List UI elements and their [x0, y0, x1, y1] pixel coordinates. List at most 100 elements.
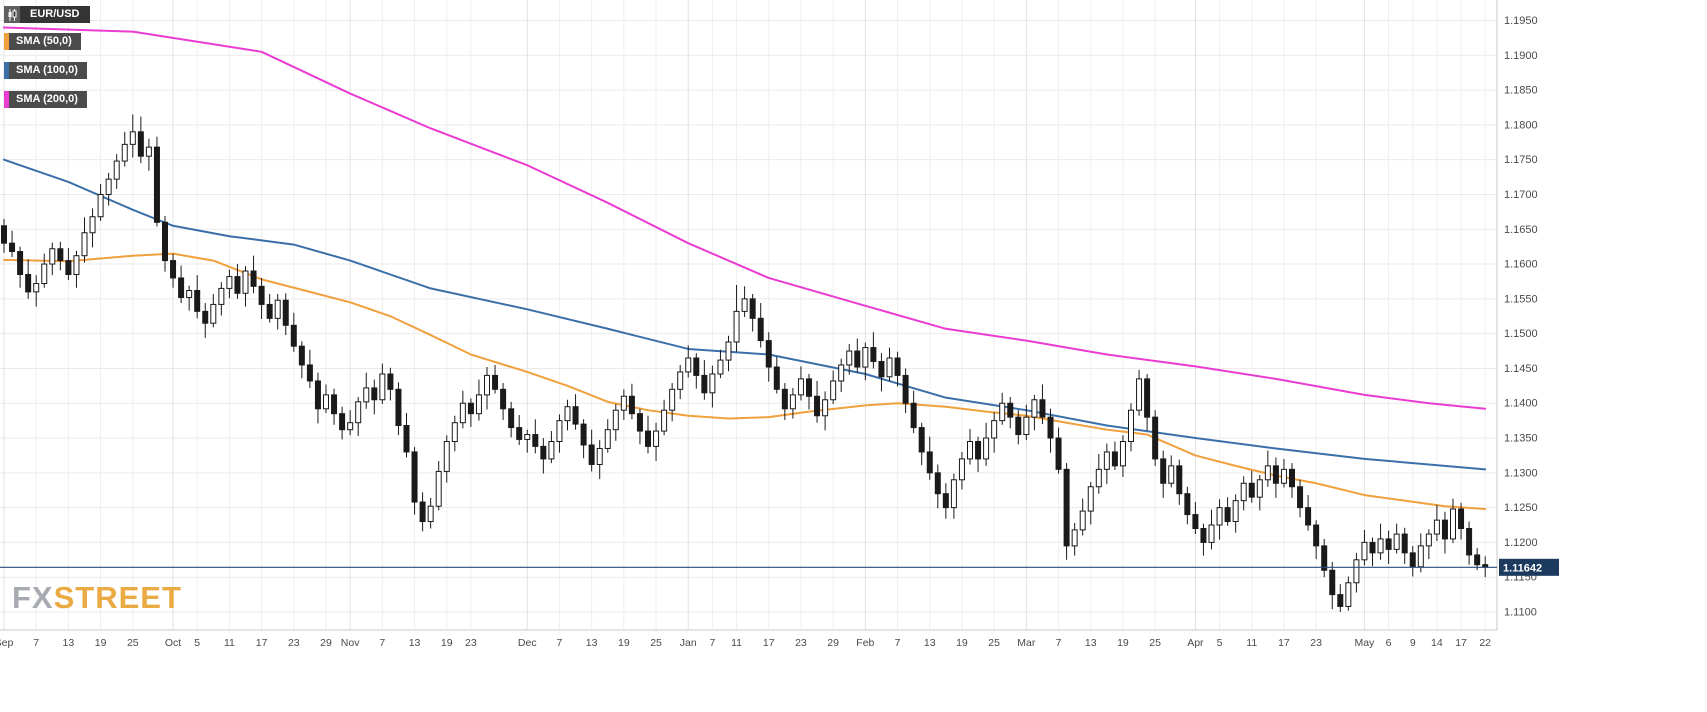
legend-symbol-badge[interactable]: EUR/USD [4, 6, 90, 23]
legend-sma200-badge[interactable]: SMA (200,0) [4, 90, 87, 108]
candle-body [967, 441, 973, 460]
candle-body [1240, 482, 1247, 502]
candle-body [564, 406, 571, 422]
candle-body [636, 413, 643, 432]
candle-body [822, 399, 829, 417]
candle-body [65, 260, 72, 275]
time-axis-label: 19 [956, 637, 968, 649]
price-axis-label: 1.1500 [1504, 328, 1538, 340]
time-axis-label: 23 [795, 637, 807, 649]
candle-body [411, 451, 418, 503]
candle-body [1176, 465, 1183, 495]
candle-body [797, 378, 804, 396]
fxstreet-watermark: FXSTREET [12, 580, 182, 616]
candle-body [910, 402, 917, 429]
candle-body [1208, 524, 1215, 543]
candle-body [234, 276, 241, 294]
candle-body [1264, 465, 1271, 481]
candle-body [950, 479, 957, 509]
candle-body [741, 298, 748, 312]
candle-body [693, 357, 700, 376]
candle-body [1450, 508, 1456, 540]
candle-body [314, 380, 321, 410]
time-axis-label: 19 [618, 637, 630, 649]
candle-body [1047, 416, 1054, 439]
candle-body [918, 427, 925, 453]
candle-body [1248, 482, 1255, 498]
candle-body [733, 310, 740, 343]
time-axis-label: Oct [165, 637, 181, 649]
candle-body [274, 299, 281, 319]
time-axis-label: 7 [1056, 637, 1062, 649]
last-price-label: 1.11642 [1503, 562, 1542, 574]
candle-body [934, 472, 941, 495]
candle-body [1200, 527, 1207, 543]
candle-body [451, 422, 458, 443]
time-axis-label: 23 [288, 637, 300, 649]
sma-line [3, 26, 1487, 410]
candle-body [709, 373, 716, 394]
time-axis-label: Jan [680, 637, 697, 649]
candle-body [17, 251, 24, 275]
price-axis-label: 1.1950 [1504, 15, 1538, 27]
time-axis-label: 5 [194, 637, 200, 649]
candle-body [1031, 399, 1038, 418]
candle-body [894, 357, 901, 376]
candle-body [1305, 507, 1312, 526]
price-axis-label: 1.1250 [1504, 502, 1538, 514]
candle-body [347, 422, 354, 431]
time-axis-label: 17 [1455, 637, 1467, 649]
candle-body [1103, 451, 1110, 470]
price-axis-label: 1.1450 [1504, 363, 1538, 375]
candle-body [194, 290, 201, 312]
legend-sma100-badge[interactable]: SMA (100,0) [4, 61, 87, 79]
candle-body [1417, 545, 1424, 568]
candle-body [1474, 554, 1481, 566]
candle-body [645, 430, 651, 447]
candle-body [1361, 541, 1368, 561]
candle-body [1079, 510, 1086, 531]
candle-body [1216, 507, 1223, 526]
time-axis-label: 25 [1149, 637, 1161, 649]
candle-body [942, 493, 949, 509]
candle-body [765, 340, 772, 368]
candle-body [902, 374, 909, 404]
candle-body [958, 458, 965, 481]
candle-body [1232, 500, 1239, 523]
candle-body [532, 434, 539, 447]
candle-body [878, 360, 885, 378]
candle-body [556, 420, 563, 443]
candle-body [838, 364, 845, 382]
candle-body [661, 409, 668, 432]
legend-sma50-badge[interactable]: SMA (50,0) [4, 32, 81, 50]
legend-sma50-label: SMA (50,0) [9, 32, 81, 50]
time-axis-label: 6 [1386, 637, 1392, 649]
candle-body [1441, 519, 1448, 540]
candle-body [669, 388, 676, 411]
time-axis-label: 5 [1217, 637, 1223, 649]
time-axis-label: Apr [1187, 637, 1204, 649]
candle-body [1128, 409, 1134, 443]
price-axis-label: 1.1600 [1504, 259, 1538, 271]
time-axis-label: May [1355, 637, 1376, 649]
candle-body [854, 350, 861, 368]
candle-body [1192, 514, 1199, 529]
candle-body [1152, 416, 1159, 460]
candle-body [73, 255, 80, 275]
time-axis-label: Feb [856, 637, 874, 649]
candle-body [475, 394, 482, 415]
candle-body [1369, 541, 1376, 554]
candle-body [379, 373, 386, 401]
candle-body [1136, 378, 1143, 411]
candle-body [846, 350, 853, 366]
time-axis-label: 7 [557, 637, 563, 649]
price-axis-label: 1.1850 [1504, 85, 1538, 97]
candle-body [1377, 538, 1384, 554]
time-axis-label: Sep [0, 637, 13, 649]
candle-body [137, 131, 144, 157]
candle-body [926, 451, 933, 474]
candle-body [975, 441, 982, 460]
legend-sma200-label: SMA (200,0) [9, 90, 87, 108]
